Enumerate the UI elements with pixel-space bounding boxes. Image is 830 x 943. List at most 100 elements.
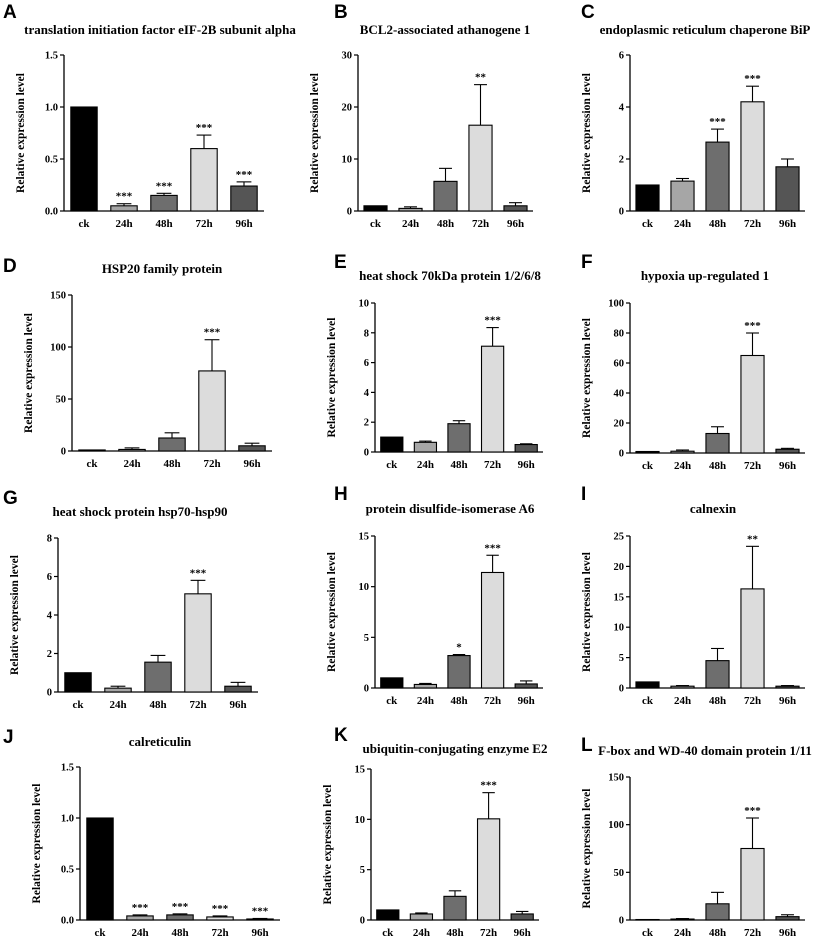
y-tick-label: 0	[619, 916, 624, 927]
bar-48h	[166, 914, 194, 921]
x-tick-label: 48h	[450, 459, 467, 471]
bar-48h	[447, 423, 471, 453]
y-tick-label: 80	[614, 329, 625, 340]
bar-72h	[198, 370, 226, 452]
y-tick-label: 2	[47, 649, 52, 660]
y-tick-label: 15	[359, 532, 370, 543]
x-tick-label: ck	[642, 218, 654, 230]
significance-label: ***	[204, 327, 221, 339]
y-tick-label: 10	[342, 155, 353, 166]
x-tick-label: ck	[370, 218, 382, 230]
panel-letter: B	[334, 2, 348, 23]
y-tick-label: 0	[360, 916, 365, 927]
chart-title: calnexin	[690, 501, 737, 516]
bar-ck	[86, 817, 114, 921]
bar-ck	[376, 909, 400, 921]
x-tick-label: 48h	[437, 218, 454, 230]
bar-24h	[670, 180, 695, 212]
panel-letter: E	[334, 252, 347, 273]
chart-title: calreticulin	[129, 734, 192, 749]
y-tick-label: 0	[347, 207, 352, 218]
bar-96h	[514, 443, 538, 453]
chart-title: endoplasmic reticulum chaperone BiP	[600, 22, 811, 37]
bar-ck	[380, 677, 404, 689]
bar-72h	[740, 101, 765, 212]
bar-72h	[476, 818, 501, 921]
y-tick-label: 100	[608, 820, 624, 831]
x-tick-label: ck	[386, 695, 398, 707]
bar-24h	[104, 687, 132, 693]
chart-title: translation initiation factor eIF-2B sub…	[24, 22, 296, 37]
significance-label: *	[456, 642, 462, 654]
significance-label: ***	[196, 122, 213, 134]
bar-72h	[206, 916, 234, 921]
significance-label: ***	[132, 902, 149, 914]
chart-title: hypoxia up-regulated 1	[641, 268, 769, 283]
y-tick-label: 0.0	[45, 207, 58, 218]
x-tick-label: 48h	[171, 927, 188, 939]
y-axis-label: Relative expression level	[15, 73, 27, 193]
x-tick-label: 72h	[189, 699, 206, 711]
y-axis-label: Relative expression level	[581, 552, 593, 672]
significance-label: ***	[116, 191, 133, 203]
significance-label: ***	[484, 542, 501, 554]
x-tick-label: 96h	[514, 927, 531, 939]
y-tick-label: 8	[364, 328, 369, 339]
bar-96h	[775, 448, 800, 454]
y-tick-label: 40	[614, 389, 625, 400]
bar-24h	[670, 685, 695, 689]
significance-label: ***	[212, 903, 229, 915]
x-tick-label: 24h	[131, 927, 148, 939]
bar-ck	[380, 436, 404, 453]
bar-72h	[190, 148, 218, 212]
x-tick-label: 96h	[779, 927, 796, 939]
chart-title: ubiquitin-conjugating enzyme E2	[363, 741, 548, 756]
bar-96h	[775, 916, 800, 921]
chart-panel-d: D HSP20 family protein Relative expression…	[3, 256, 272, 470]
significance-label: ***	[252, 905, 269, 917]
y-axis-label: Relative expression level	[581, 789, 593, 909]
x-tick-label: 72h	[744, 927, 761, 939]
bar-24h	[413, 683, 438, 689]
bar-96h	[775, 166, 800, 212]
chart-panel-l: L F-box and WD-40 domain protein 1/11 Rela…	[581, 735, 812, 939]
y-tick-label: 0.0	[61, 916, 74, 927]
y-tick-label: 20	[614, 562, 625, 573]
bar-48h	[705, 141, 730, 212]
y-tick-label: 0.5	[61, 865, 74, 876]
panel-letter: I	[581, 484, 586, 505]
y-axis-label: Relative expression level	[31, 784, 43, 904]
y-axis-label: Relative expression level	[581, 73, 593, 193]
significance-label: ***	[172, 901, 189, 913]
y-tick-label: 1.5	[45, 51, 58, 62]
x-tick-label: ck	[95, 927, 107, 939]
x-tick-label: 96h	[243, 458, 260, 470]
x-tick-label: 48h	[450, 695, 467, 707]
y-tick-label: 0	[364, 448, 369, 459]
bar-96h	[246, 918, 274, 921]
x-tick-label: 24h	[674, 695, 691, 707]
y-tick-label: 25	[614, 532, 625, 543]
x-tick-label: 72h	[480, 927, 497, 939]
bar-72h	[184, 593, 212, 693]
y-tick-label: 0.5	[45, 155, 58, 166]
y-axis-label: Relative expression level	[326, 552, 338, 672]
x-tick-label: 24h	[417, 459, 434, 471]
x-tick-label: 24h	[674, 218, 691, 230]
bar-ck	[64, 672, 92, 693]
bar-24h	[670, 918, 695, 921]
bar-48h	[705, 660, 730, 689]
x-tick-label: ck	[386, 459, 398, 471]
panel-letter: J	[3, 727, 14, 748]
y-tick-label: 5	[360, 865, 365, 876]
x-tick-label: 72h	[744, 460, 761, 472]
x-tick-label: 48h	[709, 460, 726, 472]
y-tick-label: 6	[364, 358, 369, 369]
x-tick-label: 72h	[203, 458, 220, 470]
x-tick-label: 72h	[744, 695, 761, 707]
